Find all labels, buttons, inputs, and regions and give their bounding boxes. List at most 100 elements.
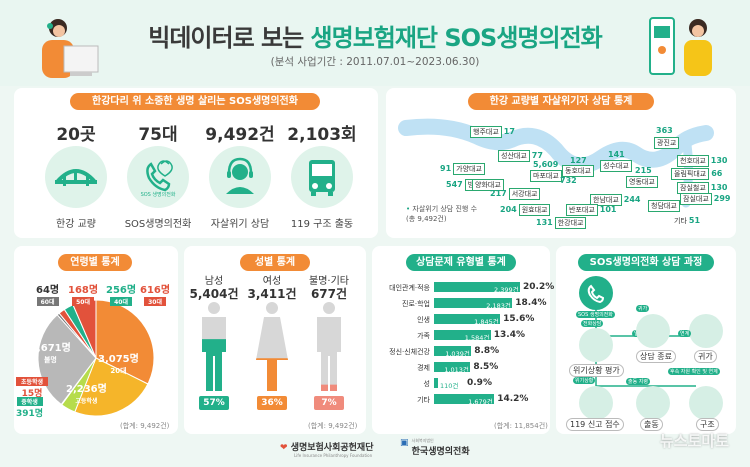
- footer-logo-foundation: ❤ 생명보험사회공헌재단 Life Insurance Philanthropy…: [280, 443, 374, 458]
- gender-figure-2: [317, 302, 341, 391]
- process-section-title: SOS생명의전화 상담 과정: [578, 254, 714, 271]
- gender-figure-fill: [317, 384, 341, 391]
- problem-category-label: 성: [423, 380, 430, 388]
- bridge-label: 광진교: [654, 137, 680, 149]
- problem-category-label: 대인관계·적응: [389, 284, 430, 292]
- sos-phone-icon-text: SOS 생명의전화: [141, 191, 176, 198]
- problem-bar-chart: 대인관계·적응 2,399건 20.2% 진로·학업 2,183건 18.4% 인생 1,84…: [372, 282, 554, 412]
- problem-bar: [434, 378, 438, 388]
- gender-other-pct: 7%: [314, 396, 344, 410]
- watermark: 뉴스토마토: [660, 432, 730, 450]
- stat-phones-value: 75대: [138, 125, 178, 145]
- bridge-label: 잠실대교 299: [680, 193, 732, 205]
- gender-figure-1: [256, 302, 288, 391]
- stat-counsel-value: 9,492건: [205, 125, 275, 145]
- gender-female-pct: 36%: [257, 396, 287, 410]
- bridge-legend: • 자살위기 상담 진행 수 (총 9,492건): [406, 205, 478, 223]
- age-label-20s: 3,075명 20대: [98, 354, 139, 375]
- problem-bar-value: 1,039건: [445, 350, 470, 358]
- problem-category-label: 진로·학업: [402, 300, 430, 308]
- problem-category-label: 경제: [417, 364, 430, 372]
- process-step-rescue: 구조: [696, 418, 719, 431]
- bridge-label: 성수대교: [600, 160, 632, 172]
- bridge-label: 215: [635, 166, 652, 175]
- process-tag-home: 귀가: [636, 305, 650, 312]
- stat-rescue-label: 119 구조 출동: [290, 219, 354, 230]
- pie-slice-20대: [95, 299, 155, 385]
- gender-other-header: 불명·기타 677건: [309, 276, 349, 301]
- age-total: (합계: 9,492건): [120, 422, 170, 430]
- bridge-label: 732: [560, 176, 577, 185]
- stats-panel: 한강다리 위 소중한 생명 살리는 SOS생명의전화 20곳 75대 9,492…: [14, 88, 378, 238]
- gender-female-header: 여성 3,411건: [247, 276, 297, 301]
- header: 빅데이터로 보는 생명보험재단 SOS생명의전화 (분석 사업기간 : 2011…: [0, 0, 750, 86]
- problem-bar-value: 1,013건: [444, 366, 469, 374]
- woman-operator-illustration: [42, 19, 99, 78]
- bridge-section-title: 한강 교량별 자살위기자 상담 통계: [468, 93, 654, 110]
- bridge-label: 마포대교: [530, 170, 562, 182]
- gender-panel: 성별 통계 남성 5,404건 여성 3,411건 불명·기타 677건 57% 36…: [184, 246, 366, 434]
- footer-logo-lifeline: ▣ 사회복지법인 한국생명의전화: [400, 438, 470, 457]
- process-tag-phone: 전화상담: [581, 320, 604, 327]
- process-step-evaluate: 위기상황 평가: [569, 364, 624, 377]
- sos-phone-step-icon: [579, 276, 613, 310]
- bridge-label: 청담대교: [648, 200, 680, 212]
- problem-category-label: 기타: [417, 396, 430, 404]
- gender-total: (합계: 9,492건): [308, 422, 358, 430]
- problem-bar-percent: 13.4%: [493, 330, 526, 340]
- age-label-40s: 256명 40대: [106, 285, 137, 306]
- age-label-unknown: 2,671명 불명: [30, 343, 71, 364]
- bridge-label: 한남대교 244: [590, 194, 642, 206]
- age-pie-chart: [37, 299, 155, 417]
- age-label-50s: 168명 50대: [68, 285, 99, 306]
- problem-total: (합계: 11,854건): [494, 422, 548, 430]
- process-step-end: 상담 종료: [636, 350, 676, 363]
- home-step-icon: [689, 314, 723, 348]
- problem-section-title: 상담문제 유형별 통계: [406, 254, 516, 271]
- heart-logo-icon: ❤: [280, 443, 288, 453]
- process-step-119: 119 신고 접수: [566, 418, 624, 431]
- bridge-label: 363: [656, 126, 673, 135]
- problem-bar-value: 2,399건: [494, 286, 519, 294]
- problem-bar-value: 1,584건: [464, 334, 490, 342]
- stat-bridges-value: 20곳: [56, 125, 96, 145]
- page-subtitle: (분석 사업기간 : 2011.07.01~2023.06.30): [270, 56, 480, 68]
- bridge-label: 반포대교 101: [566, 204, 618, 216]
- problem-bar: [434, 346, 472, 356]
- problem-bar: [434, 394, 495, 404]
- gender-figure-fill: [202, 339, 226, 391]
- gender-figure-fill: [256, 358, 288, 391]
- problem-bar-value: 2,183건: [486, 302, 511, 310]
- problem-category-label: 정신·신체건강: [389, 348, 430, 356]
- pie-slice-불명: [37, 314, 97, 406]
- problem-bar-value: 110건: [440, 382, 459, 390]
- bridge-label: 올림픽대교 66: [671, 168, 724, 180]
- dispatch-step-icon: [636, 386, 670, 420]
- bridge-icon: [45, 146, 107, 208]
- bridge-label: 91 가양대교: [438, 163, 485, 175]
- problem-panel: 상담문제 유형별 통계 대인관계·적응 2,399건 20.2% 진로·학업 2,183…: [372, 246, 554, 434]
- bridge-label: 영동대교: [626, 176, 658, 188]
- rescue-truck-icon: [291, 146, 353, 208]
- age-section-title: 연령별 통계: [58, 254, 132, 271]
- bridge-label: 양화대교: [472, 179, 504, 191]
- problem-bar-percent: 8.5%: [473, 362, 499, 372]
- counselor-step-icon: [579, 328, 613, 362]
- problem-bar-percent: 18.4%: [515, 298, 547, 308]
- page-title: 빅데이터로 보는 생명보험재단 SOS생명의전화: [148, 24, 603, 52]
- problem-category-label: 인생: [417, 316, 430, 324]
- process-tag-crisis: 위기상황: [573, 377, 596, 384]
- age-label-high: 2,236명 고등학생: [66, 384, 107, 405]
- stats-section-title: 한강다리 위 소중한 생명 살리는 SOS생명의전화: [70, 93, 320, 110]
- person-phone-illustration: [649, 17, 712, 76]
- age-label-elementary: 초등학생 15명: [16, 376, 48, 399]
- rescue-step-icon: [689, 386, 723, 420]
- gender-figure-bg: [317, 302, 341, 391]
- problem-bar-percent: 0.9%: [467, 378, 492, 388]
- problem-bar: [434, 314, 501, 324]
- stat-bridges-label: 한강 교량: [56, 219, 96, 230]
- bridge-label: 127: [570, 156, 587, 165]
- gender-figure-0: [202, 302, 226, 391]
- lifeline-logo-icon: ▣: [400, 438, 409, 448]
